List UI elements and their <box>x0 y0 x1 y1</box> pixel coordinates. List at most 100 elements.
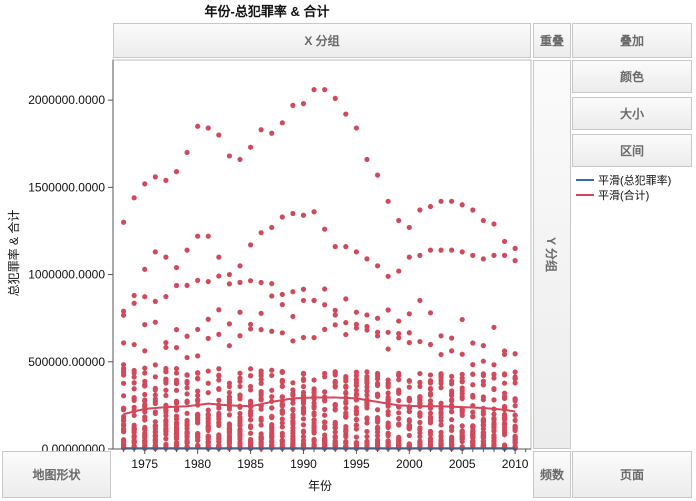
data-point[interactable] <box>226 153 233 159</box>
data-point[interactable] <box>131 395 137 401</box>
data-point[interactable] <box>269 413 275 419</box>
data-point[interactable] <box>374 382 381 388</box>
data-point[interactable] <box>364 440 370 446</box>
data-point[interactable] <box>216 273 222 279</box>
data-point[interactable] <box>385 424 391 431</box>
data-point[interactable] <box>480 371 486 377</box>
data-point[interactable] <box>501 351 508 358</box>
data-point[interactable] <box>438 375 444 381</box>
data-point[interactable] <box>258 310 264 316</box>
data-point[interactable] <box>353 416 359 422</box>
data-point[interactable] <box>417 438 423 444</box>
data-point[interactable] <box>300 383 307 390</box>
data-point[interactable] <box>279 120 285 126</box>
data-point[interactable] <box>300 212 307 218</box>
data-point[interactable] <box>459 394 465 400</box>
data-point[interactable] <box>142 391 148 398</box>
data-point[interactable] <box>322 419 328 425</box>
data-point[interactable] <box>195 412 201 418</box>
data-point[interactable] <box>311 209 317 215</box>
data-point[interactable] <box>311 412 317 418</box>
data-point[interactable] <box>237 392 243 398</box>
data-point[interactable] <box>195 277 201 283</box>
data-point[interactable] <box>480 423 486 429</box>
data-point[interactable] <box>173 442 180 448</box>
data-point[interactable] <box>279 420 285 426</box>
data-point[interactable] <box>427 372 434 378</box>
data-point[interactable] <box>364 387 370 393</box>
data-point[interactable] <box>300 437 307 444</box>
data-point[interactable] <box>343 111 349 117</box>
data-point[interactable] <box>385 398 391 404</box>
data-point[interactable] <box>385 198 391 204</box>
data-point[interactable] <box>279 437 285 443</box>
data-point[interactable] <box>237 383 243 390</box>
data-point[interactable] <box>501 421 508 427</box>
data-point[interactable] <box>131 300 137 306</box>
data-point[interactable] <box>491 440 497 446</box>
data-point[interactable] <box>226 437 233 443</box>
data-point[interactable] <box>290 210 296 217</box>
data-point[interactable] <box>152 362 158 368</box>
data-point[interactable] <box>353 321 359 327</box>
data-point[interactable] <box>152 432 158 438</box>
data-point[interactable] <box>322 286 328 292</box>
data-point[interactable] <box>396 318 402 324</box>
data-point[interactable] <box>205 316 211 322</box>
data-point[interactable] <box>438 422 444 428</box>
data-point[interactable] <box>152 409 158 415</box>
data-point[interactable] <box>163 436 169 442</box>
data-point[interactable] <box>470 414 476 420</box>
data-point[interactable] <box>480 416 486 422</box>
data-point[interactable] <box>184 439 190 446</box>
data-point[interactable] <box>311 403 317 410</box>
data-point[interactable] <box>512 396 518 402</box>
data-point[interactable] <box>258 230 264 236</box>
data-point[interactable] <box>480 256 486 262</box>
data-point[interactable] <box>417 370 423 377</box>
data-point[interactable] <box>163 344 169 351</box>
data-point[interactable] <box>512 376 518 382</box>
data-point[interactable] <box>512 245 518 251</box>
data-point[interactable] <box>512 423 518 429</box>
data-point[interactable] <box>343 405 349 411</box>
data-point[interactable] <box>417 394 423 401</box>
data-point[interactable] <box>438 247 444 253</box>
data-point[interactable] <box>269 394 275 400</box>
data-point[interactable] <box>142 382 148 388</box>
data-point[interactable] <box>279 430 285 436</box>
data-point[interactable] <box>353 372 359 379</box>
data-point[interactable] <box>374 424 381 430</box>
data-point[interactable] <box>396 330 402 337</box>
data-point[interactable] <box>205 368 211 374</box>
data-point[interactable] <box>152 419 158 425</box>
stack-drop-zone[interactable]: 叠加 <box>572 23 692 58</box>
data-point[interactable] <box>406 340 412 346</box>
data-point[interactable] <box>216 366 222 372</box>
data-point[interactable] <box>216 377 222 383</box>
data-point[interactable] <box>226 271 233 278</box>
data-point[interactable] <box>322 406 328 413</box>
data-point[interactable] <box>374 172 381 178</box>
data-point[interactable] <box>385 329 391 335</box>
data-point[interactable] <box>152 400 158 407</box>
data-point[interactable] <box>417 433 423 440</box>
data-point[interactable] <box>142 414 148 420</box>
data-point[interactable] <box>480 411 486 417</box>
data-point[interactable] <box>290 313 296 320</box>
data-point[interactable] <box>173 425 180 431</box>
data-point[interactable] <box>131 380 137 386</box>
data-point[interactable] <box>480 397 486 403</box>
data-point[interactable] <box>417 427 423 433</box>
data-point[interactable] <box>364 312 370 318</box>
data-point[interactable] <box>427 431 434 437</box>
data-point[interactable] <box>427 390 434 397</box>
data-point[interactable] <box>385 390 391 396</box>
data-point[interactable] <box>247 383 254 390</box>
data-point[interactable] <box>343 331 349 338</box>
data-point[interactable] <box>512 412 518 419</box>
data-point[interactable] <box>258 380 264 386</box>
data-point[interactable] <box>173 407 180 413</box>
data-point[interactable] <box>396 217 402 224</box>
data-point[interactable] <box>470 252 476 258</box>
